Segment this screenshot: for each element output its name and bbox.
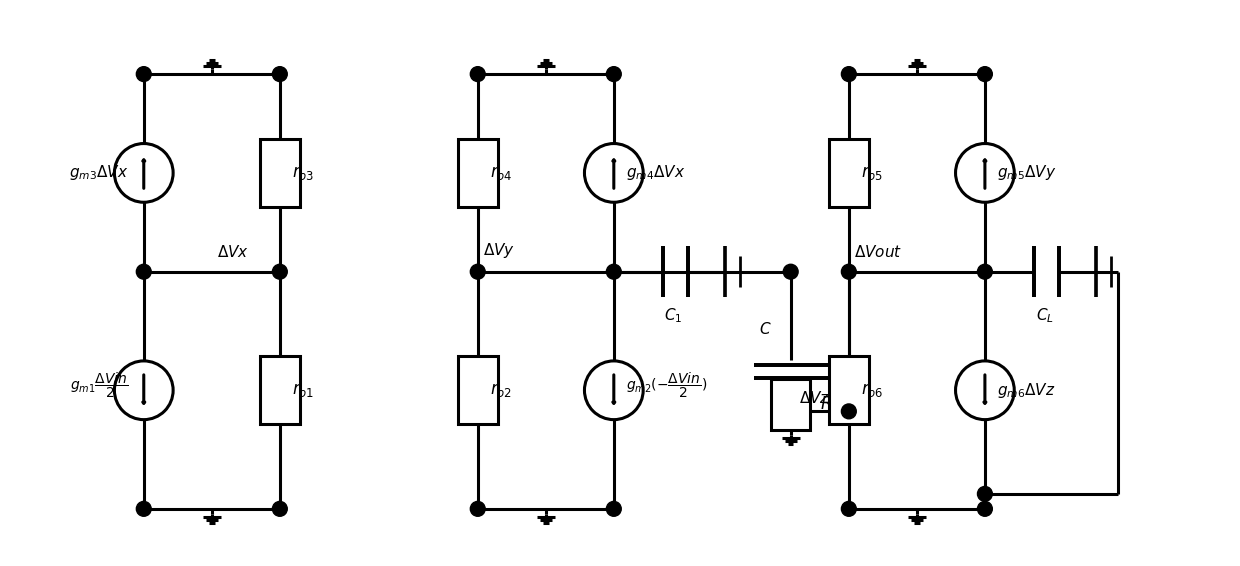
Bar — [830, 357, 869, 424]
Circle shape — [470, 264, 485, 279]
Bar — [260, 357, 300, 424]
Circle shape — [273, 501, 288, 516]
Text: $C$: $C$ — [759, 320, 773, 337]
Circle shape — [784, 264, 799, 279]
Text: $C_1$: $C_1$ — [665, 307, 683, 325]
Circle shape — [584, 361, 644, 419]
Circle shape — [977, 67, 992, 82]
Bar — [458, 139, 497, 207]
Text: $r_{o5}$: $r_{o5}$ — [861, 164, 883, 182]
Text: $r_{o2}$: $r_{o2}$ — [490, 381, 512, 399]
Text: $r_{o6}$: $r_{o6}$ — [861, 381, 883, 399]
Text: $g_{m6}\Delta Vz$: $g_{m6}\Delta Vz$ — [997, 381, 1055, 400]
Bar — [458, 357, 497, 424]
Text: $g_{m4}\Delta Vx$: $g_{m4}\Delta Vx$ — [626, 164, 686, 182]
Circle shape — [273, 264, 288, 279]
Text: $\Delta Vx$: $\Delta Vx$ — [217, 244, 249, 260]
Circle shape — [114, 144, 174, 202]
Text: $g_{m1}\dfrac{\Delta Vin}{2}$: $g_{m1}\dfrac{\Delta Vin}{2}$ — [71, 371, 129, 400]
Circle shape — [956, 361, 1014, 419]
Circle shape — [842, 264, 857, 279]
Circle shape — [584, 144, 644, 202]
Text: $g_{m2}(-\dfrac{\Delta Vin}{2})$: $g_{m2}(-\dfrac{\Delta Vin}{2})$ — [626, 371, 707, 400]
Circle shape — [977, 486, 992, 501]
Circle shape — [470, 501, 485, 516]
Circle shape — [842, 67, 857, 82]
Bar — [260, 139, 300, 207]
Text: $r_{o3}$: $r_{o3}$ — [291, 164, 314, 182]
Circle shape — [273, 67, 288, 82]
Circle shape — [842, 404, 857, 419]
Text: $\Delta Vz$: $\Delta Vz$ — [799, 391, 830, 406]
Text: $r_{o4}$: $r_{o4}$ — [490, 164, 512, 182]
Circle shape — [606, 67, 621, 82]
Circle shape — [606, 264, 621, 279]
Bar — [771, 379, 811, 430]
Circle shape — [470, 67, 485, 82]
Circle shape — [977, 264, 992, 279]
Text: $R$: $R$ — [821, 396, 832, 413]
Text: $\Delta Vy$: $\Delta Vy$ — [482, 241, 515, 260]
Text: $C_L$: $C_L$ — [1035, 307, 1054, 325]
Text: $g_{m3}\Delta Vx$: $g_{m3}\Delta Vx$ — [69, 164, 129, 182]
Circle shape — [842, 501, 857, 516]
Circle shape — [977, 501, 992, 516]
Circle shape — [136, 67, 151, 82]
Text: $r_{o1}$: $r_{o1}$ — [291, 381, 314, 399]
Text: $g_{m5}\Delta Vy$: $g_{m5}\Delta Vy$ — [997, 164, 1056, 182]
Circle shape — [114, 361, 174, 419]
Circle shape — [606, 501, 621, 516]
Circle shape — [136, 501, 151, 516]
Text: $\Delta Vout$: $\Delta Vout$ — [854, 244, 903, 260]
Circle shape — [956, 144, 1014, 202]
Circle shape — [136, 264, 151, 279]
Bar — [830, 139, 869, 207]
